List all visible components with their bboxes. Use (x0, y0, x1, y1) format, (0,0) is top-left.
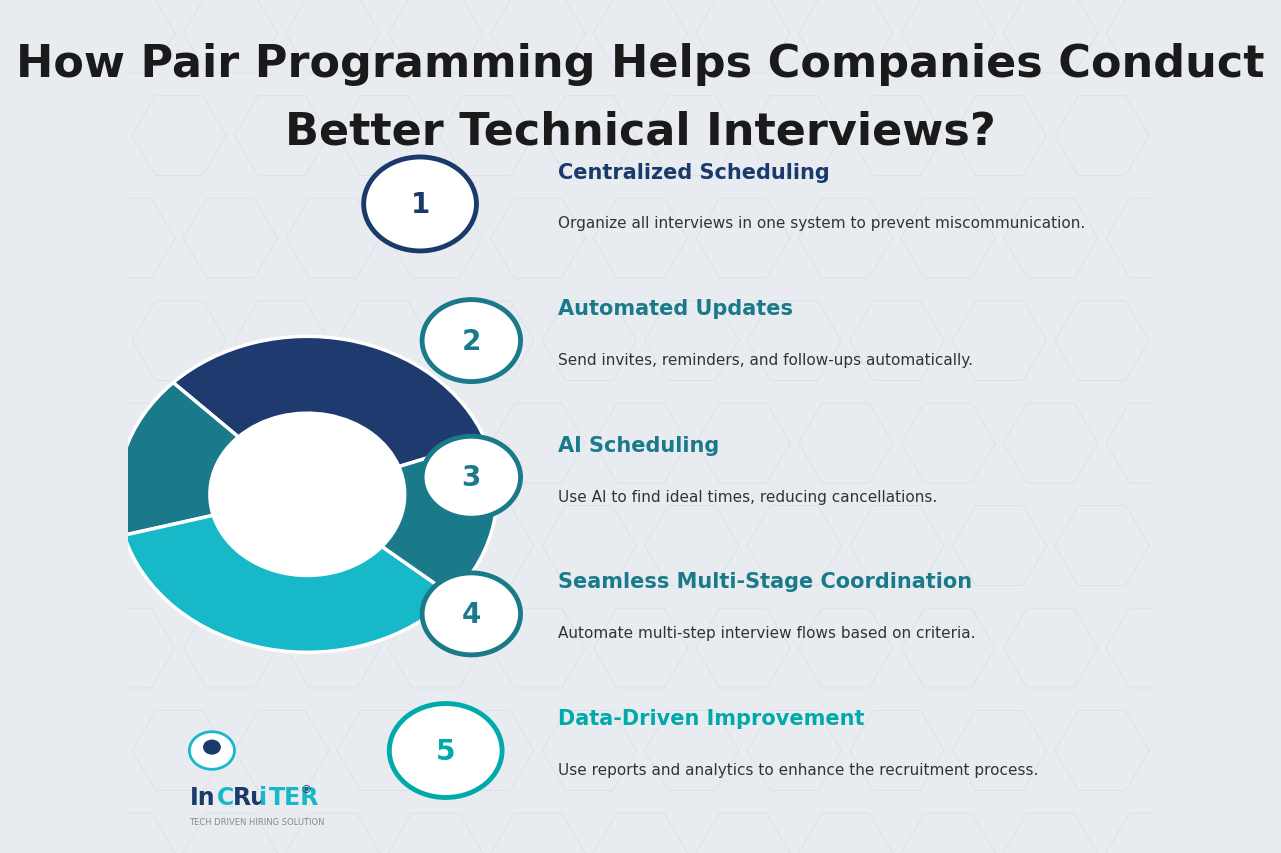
Text: Better Technical Interviews?: Better Technical Interviews? (286, 111, 995, 154)
Text: Seamless Multi-Stage Coordination: Seamless Multi-Stage Coordination (559, 572, 972, 592)
Text: Ru: Ru (232, 786, 268, 809)
Circle shape (210, 414, 405, 576)
Text: 3: 3 (461, 464, 482, 491)
Text: Send invites, reminders, and follow-ups automatically.: Send invites, reminders, and follow-ups … (559, 352, 974, 368)
Text: 5: 5 (436, 737, 456, 764)
Text: In: In (190, 786, 215, 809)
Circle shape (423, 573, 520, 655)
Text: TECH DRIVEN HIRING SOLUTION: TECH DRIVEN HIRING SOLUTION (190, 817, 325, 826)
Text: How Pair Programming Helps Companies Conduct: How Pair Programming Helps Companies Con… (17, 43, 1264, 85)
Text: i: i (259, 786, 268, 809)
Text: Automate multi-step interview flows based on criteria.: Automate multi-step interview flows base… (559, 625, 976, 641)
Text: 2: 2 (461, 328, 482, 355)
Circle shape (389, 704, 502, 798)
Circle shape (190, 732, 234, 769)
Text: 1: 1 (410, 191, 429, 218)
Circle shape (364, 158, 477, 252)
Wedge shape (173, 337, 485, 467)
Text: TER: TER (269, 786, 320, 809)
Text: ®: ® (300, 784, 311, 794)
Text: Use reports and analytics to enhance the recruitment process.: Use reports and analytics to enhance the… (559, 762, 1039, 777)
Text: Data-Driven Improvement: Data-Driven Improvement (559, 708, 865, 728)
Text: Use AI to find ideal times, reducing cancellations.: Use AI to find ideal times, reducing can… (559, 489, 938, 504)
Text: C: C (216, 786, 234, 809)
Wedge shape (124, 516, 452, 653)
Text: Centralized Scheduling: Centralized Scheduling (559, 162, 830, 183)
Circle shape (423, 300, 520, 382)
Text: 4: 4 (461, 601, 482, 628)
Circle shape (204, 740, 220, 754)
Wedge shape (118, 383, 238, 536)
Wedge shape (382, 441, 497, 596)
Text: AI Scheduling: AI Scheduling (559, 435, 720, 456)
Circle shape (423, 437, 520, 519)
Text: Automated Updates: Automated Updates (559, 299, 793, 319)
Text: Organize all interviews in one system to prevent miscommunication.: Organize all interviews in one system to… (559, 216, 1086, 231)
